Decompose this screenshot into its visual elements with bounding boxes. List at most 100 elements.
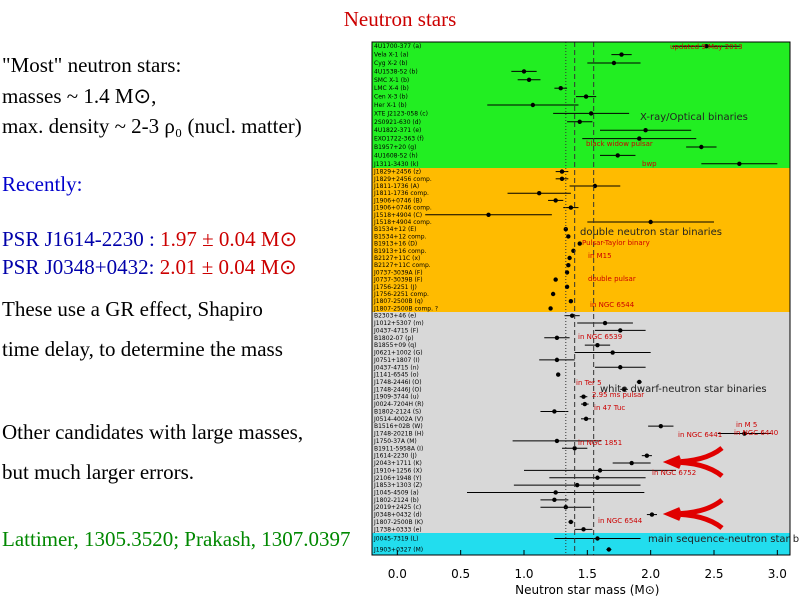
mass-point	[581, 527, 586, 532]
mass-point	[637, 136, 642, 141]
star-name: J1909-3744 (u)	[373, 394, 419, 401]
star-name: J0045-7319 (L)	[373, 536, 418, 543]
psr-mass: 1.97 ± 0.04 M⊙	[160, 227, 297, 251]
mass-point	[583, 94, 589, 99]
mass-point	[658, 423, 663, 429]
mass-point	[577, 119, 582, 125]
mass-point	[637, 379, 642, 385]
mass-point	[566, 263, 571, 268]
mass-point	[618, 328, 623, 333]
psr-mass: 2.01 ± 0.04 M⊙	[160, 255, 297, 279]
group-band	[372, 168, 790, 312]
star-name: J0514-4002A (V)	[373, 416, 423, 423]
star-name: B1913+16 (D)	[374, 241, 417, 248]
star-name: J1756-2251 (J)	[373, 284, 417, 291]
mass-point	[572, 446, 577, 451]
annotation: in NGC 6544	[590, 301, 635, 309]
mass-point	[556, 372, 561, 377]
group-band	[372, 312, 790, 533]
star-name: J0348+0432 (d)	[373, 512, 422, 519]
star-name: J2043+1711 (K)	[373, 460, 422, 467]
star-name: 2S0921-630 (d)	[374, 119, 421, 126]
annotation: in 47 Tuc	[594, 404, 625, 412]
star-name: B1957+20 (g)	[374, 144, 416, 151]
star-name: B1802-07 (p)	[374, 335, 414, 342]
star-name: J1807-2500B comp. ?	[373, 305, 438, 312]
star-name: J1141-6545 (o)	[373, 372, 419, 379]
slide-title: Neutron stars	[344, 7, 457, 31]
chart: 4U1700-377 (a)Vela X-1 (a)Cyg X-2 (b)4U1…	[371, 41, 800, 597]
psr-name: PSR J1614-2230 :	[2, 227, 160, 251]
mass-point	[615, 153, 620, 158]
plot-frame	[371, 41, 791, 556]
text-line: max. density ~ 2-3 ρ₀ (nucl. matter)	[2, 114, 302, 138]
mass-point	[699, 144, 704, 150]
star-name: J1518+4904 comp.	[373, 219, 432, 226]
star-name: SMC X-1 (b)	[374, 77, 409, 84]
star-name: LMC X-4 (b)	[374, 85, 409, 92]
mass-point	[568, 299, 574, 304]
mass-point	[558, 86, 563, 91]
star-name: 4U1538-52 (b)	[374, 68, 418, 75]
star-name: B2127+11C comp.	[374, 262, 431, 269]
mass-point	[566, 234, 571, 239]
star-name: B1911-5958A (I)	[374, 445, 423, 452]
mass-point	[649, 512, 655, 517]
arrow	[662, 507, 681, 521]
x-tick-label: 1.5	[578, 567, 597, 581]
star-name: J1807-2500B (q)	[373, 298, 423, 305]
star-name: J1748-2446J (O)	[373, 386, 422, 393]
annotation: in Ter 5	[576, 379, 602, 387]
mass-point	[597, 468, 603, 473]
x-axis-label: Neutron star mass (M⊙)	[515, 583, 659, 597]
star-name: B2127+11C (x)	[374, 255, 420, 262]
mass-point	[530, 102, 536, 108]
mass-point	[737, 161, 742, 166]
star-name: B1913+16 comp.	[374, 248, 427, 255]
mass-point	[552, 497, 557, 503]
star-name: J1045-4509 (a)	[373, 489, 419, 496]
mass-point	[550, 291, 556, 297]
star-name: J1829+2456 comp.	[373, 176, 432, 183]
star-name: J1748-2021B (H)	[373, 431, 424, 438]
text-line: Other candidates with large masses,	[2, 420, 303, 444]
x-tick-label: 1.0	[514, 567, 533, 581]
mass-point	[583, 416, 589, 422]
annotation: in NGC 6441	[678, 431, 722, 439]
mass-point	[742, 431, 747, 436]
star-name: XTE J2123-058 (c)	[374, 110, 428, 117]
mass-point	[643, 128, 648, 133]
mass-point	[568, 519, 574, 525]
mass-point	[621, 387, 627, 392]
mass-point	[602, 320, 608, 326]
group-band	[372, 533, 790, 555]
star-name: 4U1608-52 (h)	[374, 152, 418, 159]
star-name: J1811-1736 comp.	[373, 190, 429, 197]
star-name: Cen X-3 (b)	[374, 94, 408, 101]
mass-point	[704, 44, 709, 49]
mass-point	[606, 547, 612, 552]
annotation: black widow pulsar	[586, 140, 653, 148]
star-name: J0737-3039B (F)	[373, 277, 423, 284]
arrows	[662, 446, 724, 530]
mass-point	[575, 482, 580, 488]
star-name: J1311-3430 (k)	[373, 161, 419, 168]
group-label: double neutron star binaries	[580, 227, 722, 238]
mass-point	[618, 365, 623, 370]
star-name: J1903+0327 (M)	[373, 547, 423, 554]
mass-point	[559, 176, 565, 181]
star-name: J2019+2425 (c)	[373, 504, 421, 511]
mass-point	[611, 60, 617, 66]
star-name: J1756-2251 comp.	[373, 291, 429, 298]
psr-line: PSR J1614-2230 : 1.97 ± 0.04 M⊙	[2, 227, 297, 251]
star-name: J1811-1736 (A)	[373, 183, 419, 190]
mass-point	[644, 453, 650, 458]
star-name: J1518+4904 (C)	[373, 212, 422, 219]
mass-point	[577, 241, 582, 246]
star-name: B2303+46 (e)	[374, 313, 416, 320]
group-label: white dwarf-neutron star binaries	[600, 384, 767, 395]
star-name: 4U1700-377 (a)	[374, 43, 421, 50]
star-name: B1534+12 comp.	[374, 233, 427, 240]
star-name: J1910+1256 (X)	[373, 467, 422, 474]
mass-point	[537, 191, 542, 196]
